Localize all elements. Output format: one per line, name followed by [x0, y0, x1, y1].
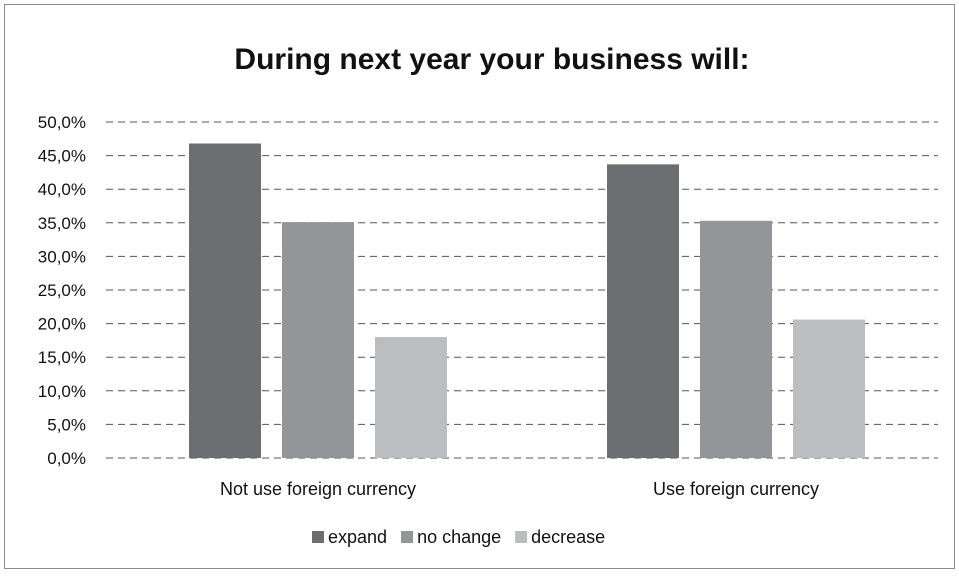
- y-tick-label: 50,0%: [38, 113, 86, 132]
- legend-label-decrease: decrease: [531, 527, 605, 547]
- y-tick-label: 15,0%: [38, 348, 86, 367]
- bar-decrease-1: [375, 337, 447, 458]
- bar-no-change-2: [700, 220, 772, 458]
- y-tick-label: 5,0%: [47, 415, 86, 434]
- y-tick-label: 20,0%: [38, 315, 86, 334]
- bar-expand-2: [607, 164, 679, 458]
- y-tick-label: 10,0%: [38, 382, 86, 401]
- bar-no-change-1: [282, 222, 354, 458]
- x-axis-categories: Not use foreign currency Use foreign curr…: [220, 479, 819, 499]
- x-category-label: Not use foreign currency: [220, 479, 416, 499]
- chart-frame: During next year your business will: 0,0…: [4, 4, 955, 569]
- legend-swatch-decrease: [515, 531, 528, 543]
- chart-title: During next year your business will:: [234, 43, 749, 76]
- bars: [189, 143, 865, 458]
- bar-decrease-2: [793, 319, 865, 458]
- bar-chart: During next year your business will: 0,0…: [38, 43, 938, 547]
- legend-swatch-expand: [312, 531, 324, 543]
- y-tick-label: 40,0%: [38, 180, 86, 199]
- x-category-label: Use foreign currency: [653, 479, 819, 499]
- bar-expand-1: [189, 143, 261, 458]
- y-tick-label: 0,0%: [47, 449, 86, 468]
- legend-label-expand: expand: [328, 527, 387, 547]
- legend-label-no-change: no change: [417, 527, 501, 547]
- y-tick-label: 30,0%: [38, 247, 86, 266]
- y-tick-label: 45,0%: [38, 147, 86, 166]
- y-tick-label: 35,0%: [38, 214, 86, 233]
- legend-swatch-no-change: [401, 531, 414, 543]
- legend: expand no change decrease: [312, 527, 605, 547]
- y-tick-label: 25,0%: [38, 281, 86, 300]
- y-axis-ticks: 0,0% 5,0% 10,0% 15,0% 20,0% 25,0% 30,0% 35,0% 40…: [38, 113, 86, 468]
